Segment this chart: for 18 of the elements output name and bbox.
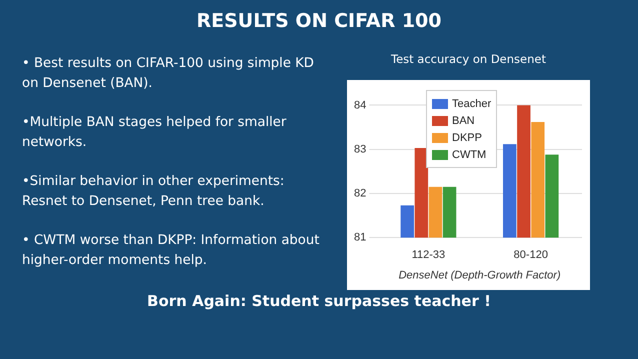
legend-label: CWTM	[452, 148, 486, 160]
legend-label: BAN	[452, 114, 475, 126]
chart-title: RESULTS ON CIFAR 100	[195, 10, 443, 32]
legend-label: Teacher	[452, 98, 492, 110]
legend-label: DKPP	[452, 132, 482, 144]
text: • Best results on CIFAR-100 using simple KD on Densenet (BAN).	[22, 55, 315, 93]
text: •Similar behavior in other experiments: Resnet to Densenet, Penn tree bank.	[22, 173, 286, 211]
x-tick-label: 80-120	[514, 249, 548, 262]
x-axis-title: DenseNet (Depth-Growth Factor)	[398, 269, 561, 282]
y-tick-label: 84	[354, 99, 366, 112]
y-tick-label: 82	[354, 188, 366, 200]
text: •Multiple BAN stages helped for smaller networks.	[22, 114, 288, 152]
y-tick-label: 83	[354, 143, 366, 156]
chart-subtitle: Test accuracy on Densenet	[390, 52, 547, 66]
text: Born Again: Student surpasses teacher !	[146, 292, 492, 310]
x-tick-label: 112-33	[412, 249, 446, 262]
y-tick-label: 81	[354, 232, 366, 244]
text: • CWTM worse than DKPP: Information about higher-order moments help.	[22, 232, 320, 270]
